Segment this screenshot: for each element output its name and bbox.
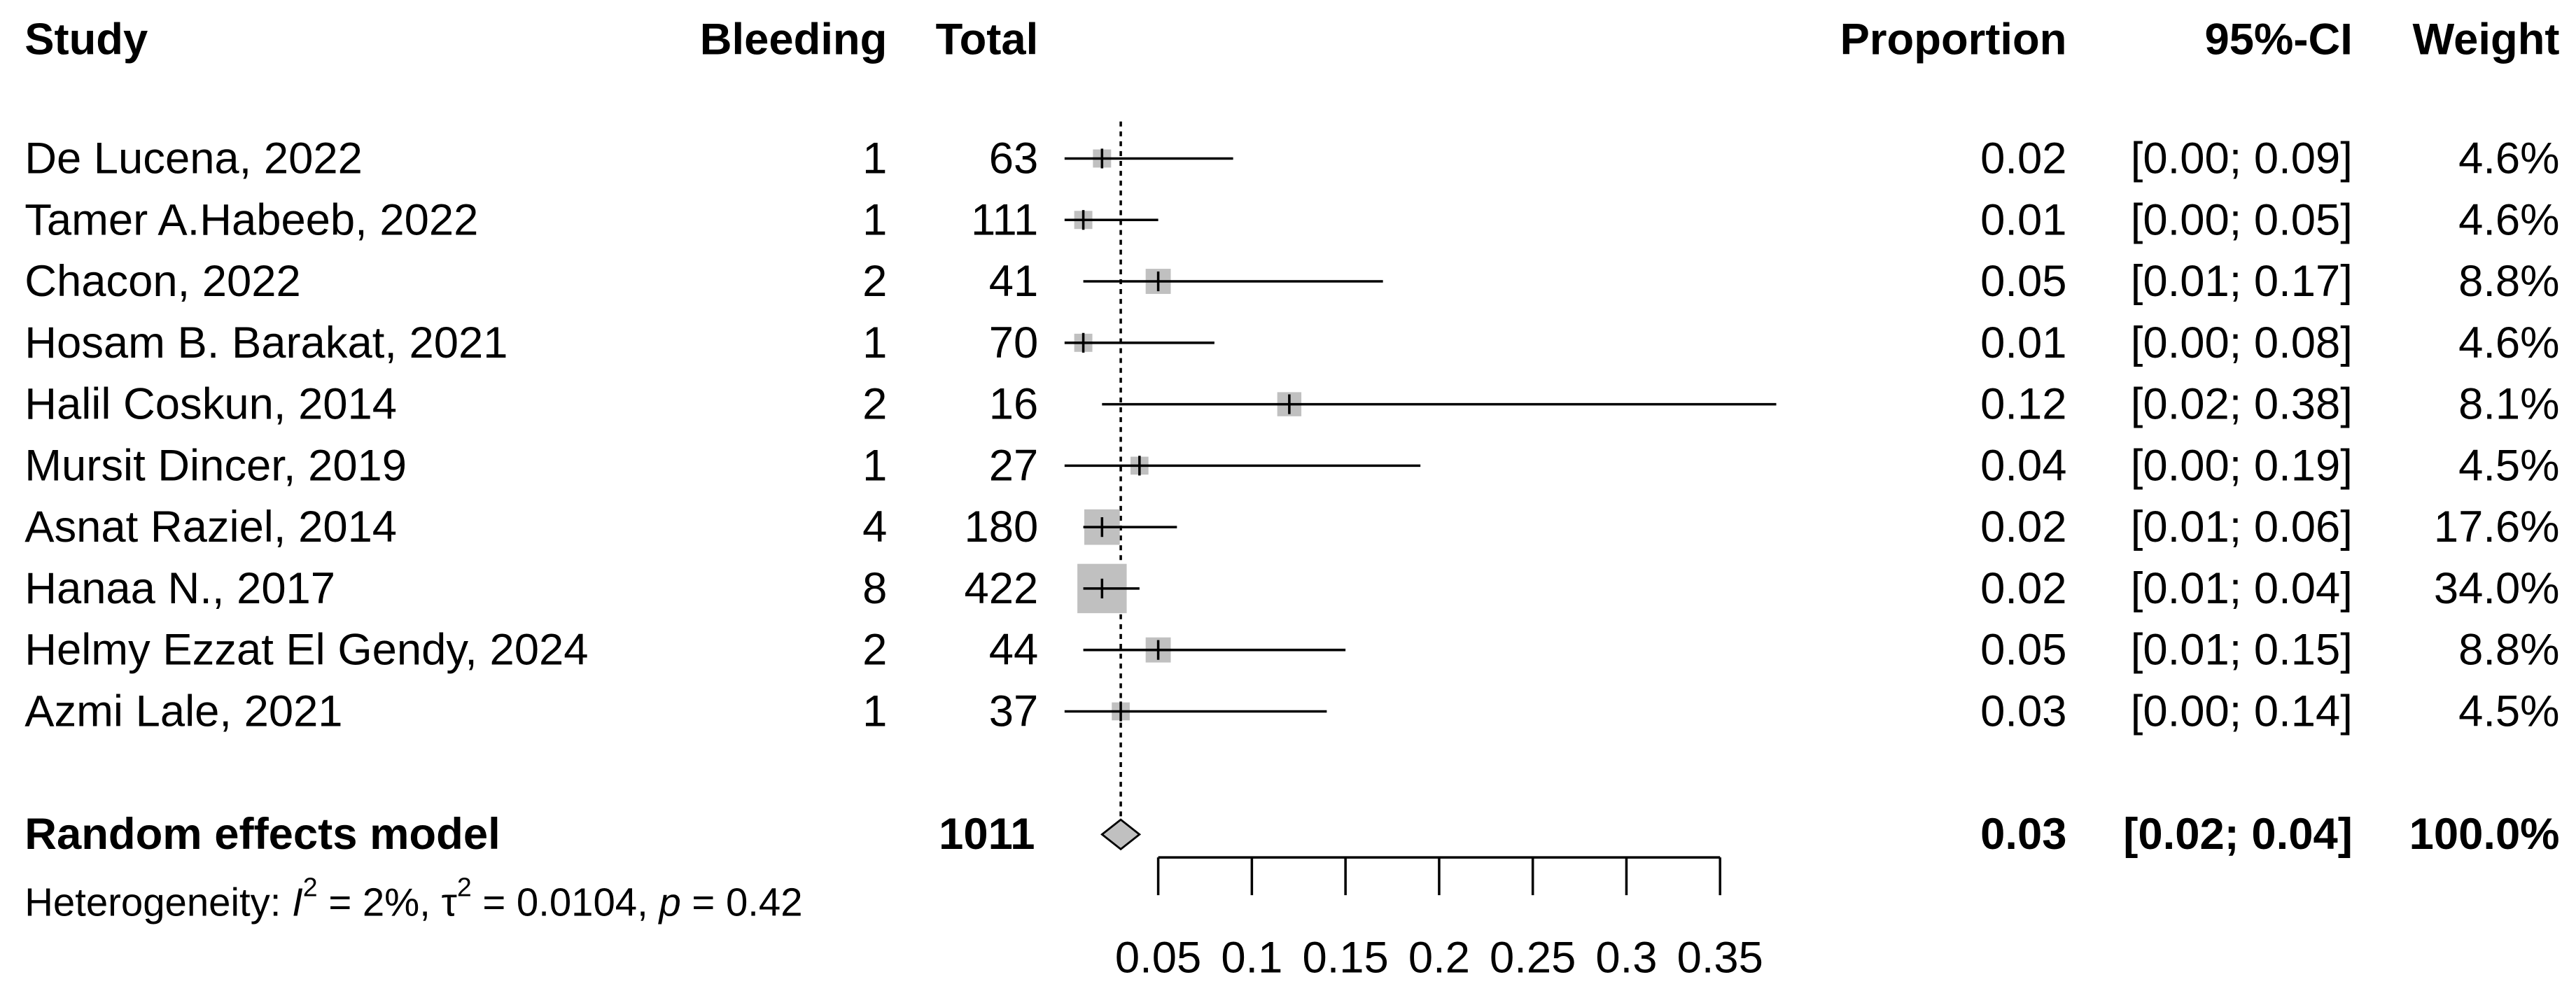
ci: [0.02; 0.38] [2131,380,2353,429]
events: 1 [862,687,887,736]
proportion: 0.02 [1980,134,2066,183]
header-total: Total [936,15,1039,64]
total: 37 [989,687,1038,736]
events: 4 [862,502,887,551]
total: 111 [971,195,1038,244]
weight: 17.6% [2434,502,2560,551]
total: 41 [989,257,1038,306]
study-name: Halil Coskun, 2014 [24,380,397,429]
x-tick-label: 0.05 [1115,933,1201,982]
total: 16 [989,380,1038,429]
events: 1 [862,441,887,490]
het-tau2: = 0.0104, [482,880,648,924]
het-p-symbol: p [657,880,680,924]
weight: 4.5% [2458,441,2559,490]
proportion: 0.12 [1980,380,2066,429]
events: 1 [862,134,887,183]
het-i2-symbol: I [292,880,303,924]
proportion: 0.02 [1980,564,2066,613]
weight: 8.8% [2458,626,2559,675]
x-tick-label: 0.15 [1302,933,1388,982]
study-name: De Lucena, 2022 [24,134,363,183]
proportion: 0.01 [1980,195,2066,244]
ci: [0.00; 0.19] [2131,441,2353,490]
ci: [0.00; 0.05] [2131,195,2353,244]
summary-value: 0.03 [1980,810,2066,859]
het-sup: 2 [303,872,318,901]
ci: [0.00; 0.08] [2131,318,2353,367]
header-study: Study [24,15,148,64]
het-i2: = 2%, [328,880,430,924]
proportion: 0.05 [1980,257,2066,306]
events: 2 [862,257,887,306]
summary-diamond [1100,818,1142,851]
total: 180 [965,502,1039,551]
weight: 34.0% [2434,564,2560,613]
header-weight: Weight [2413,15,2560,64]
proportion: 0.01 [1980,318,2066,367]
events: 1 [862,318,887,367]
proportion: 0.02 [1980,502,2066,551]
ci: [0.00; 0.14] [2131,687,2353,736]
weight: 8.8% [2458,257,2559,306]
weight: 4.6% [2458,195,2559,244]
proportion: 0.03 [1980,687,2066,736]
total: 44 [989,626,1038,675]
ci: [0.01; 0.17] [2131,257,2353,306]
study-name: Mursit Dincer, 2019 [24,441,407,490]
events: 2 [862,380,887,429]
weight: 4.6% [2458,318,2559,367]
x-tick-label: 0.1 [1221,933,1282,982]
summary-weight: 100.0% [2409,810,2560,859]
study-name: Hosam B. Barakat, 2021 [24,318,507,367]
heterogeneity: Heterogeneity: I2 = 2%, τ2 = 0.0104, p =… [24,872,802,924]
summary-ci: [0.02; 0.04] [2123,810,2353,859]
weight: 4.5% [2458,687,2559,736]
ci: [0.00; 0.09] [2131,134,2353,183]
study-name: Chacon, 2022 [24,257,301,306]
ci: [0.01; 0.06] [2131,502,2353,551]
header-ci: 95%-CI [2205,15,2353,64]
ci: [0.01; 0.15] [2131,626,2353,675]
summary-total: 1011 [939,810,1035,859]
x-tick-label: 0.3 [1595,933,1657,982]
total: 70 [989,318,1038,367]
total: 422 [965,564,1039,613]
het-prefix: Heterogeneity: [24,880,281,924]
total: 63 [989,134,1038,183]
events: 8 [862,564,887,613]
study-name: Hanaa N., 2017 [24,564,335,613]
weight: 8.1% [2458,380,2559,429]
proportion: 0.04 [1980,441,2066,490]
weight: 4.6% [2458,134,2559,183]
het-sup: 2 [457,872,472,901]
het-p: = 0.42 [692,880,802,924]
header-events: Bleeding [700,15,888,64]
study-name: Asnat Raziel, 2014 [24,502,397,551]
study-name: Azmi Lale, 2021 [24,687,342,736]
events: 2 [862,626,887,675]
study-name: Tamer A.Habeeb, 2022 [24,195,478,244]
x-tick-label: 0.25 [1490,933,1576,982]
summary-label: Random effects model [24,810,500,859]
het-tau-symbol: τ [442,880,457,924]
proportion: 0.05 [1980,626,2066,675]
header-proportion: Proportion [1840,15,2067,64]
total: 27 [989,441,1038,490]
events: 1 [862,195,887,244]
study-name: Helmy Ezzat El Gendy, 2024 [24,626,588,675]
x-tick-label: 0.35 [1677,933,1763,982]
ci: [0.01; 0.04] [2131,564,2353,613]
x-tick-label: 0.2 [1408,933,1470,982]
